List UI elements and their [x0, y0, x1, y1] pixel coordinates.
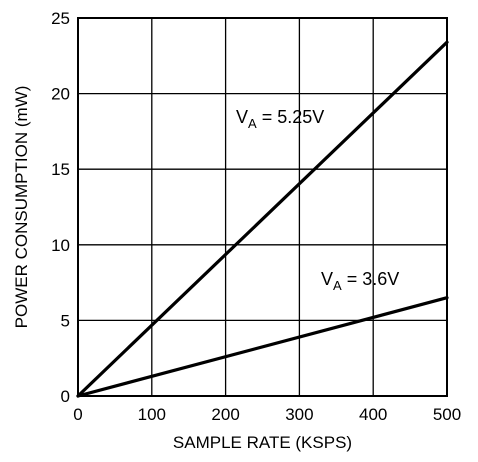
- y-axis-label: POWER CONSUMPTION (mW): [12, 86, 31, 329]
- plot-frame: [77, 17, 448, 397]
- y-tick-label: 10: [51, 236, 70, 255]
- series-label-3v6: VA = 3.6V: [321, 269, 399, 293]
- series-label-5v25: VA = 5.25V: [236, 107, 324, 131]
- grid-lines: [78, 18, 447, 396]
- x-tick-label: 400: [359, 405, 387, 424]
- series-line-0: [76, 40, 449, 398]
- y-tick-label: 0: [61, 387, 70, 406]
- x-axis-label: SAMPLE RATE (KSPS): [173, 433, 352, 452]
- y-tick-labels: 0 5 10 15 20 25: [51, 9, 70, 406]
- x-tick-label: 100: [138, 405, 166, 424]
- series-lines: [76, 40, 449, 398]
- x-tick-label: 200: [211, 405, 239, 424]
- x-tick-labels: 0 100 200 300 400 500: [73, 405, 461, 424]
- y-tick-label: 20: [51, 85, 70, 104]
- y-tick-label: 5: [61, 311, 70, 330]
- series-annotations: VA = 5.25V VA = 3.6V: [236, 107, 399, 293]
- y-tick-label: 25: [51, 9, 70, 28]
- series-line-1: [76, 296, 449, 398]
- x-tick-label: 300: [285, 405, 313, 424]
- y-tick-label: 15: [51, 160, 70, 179]
- x-tick-label: 500: [433, 405, 461, 424]
- x-tick-label: 0: [73, 405, 82, 424]
